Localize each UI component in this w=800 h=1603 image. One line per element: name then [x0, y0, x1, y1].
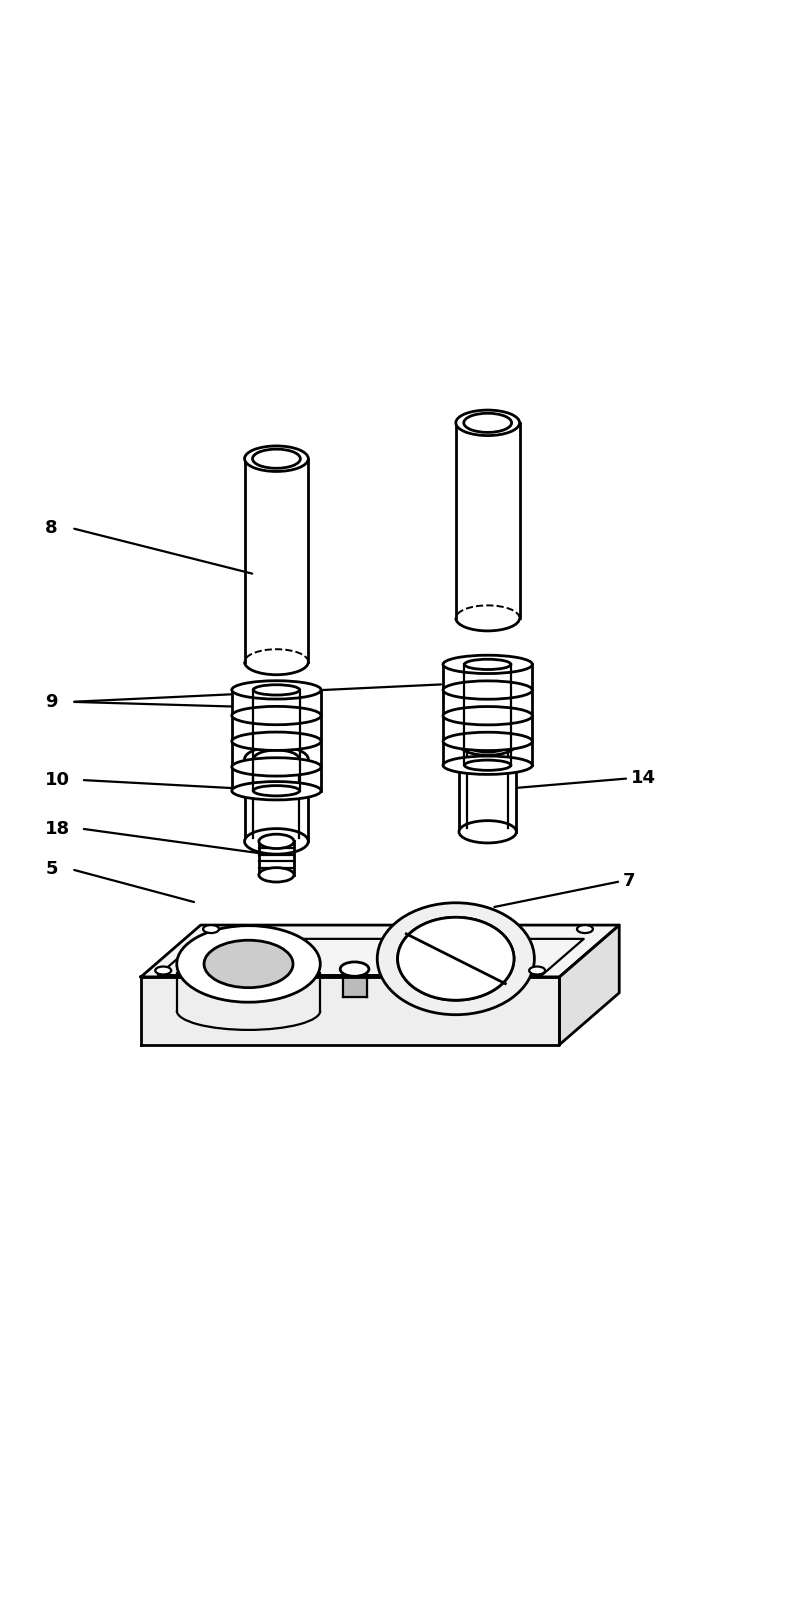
Text: 9: 9	[46, 692, 58, 710]
Ellipse shape	[529, 967, 545, 975]
Ellipse shape	[259, 834, 294, 848]
Ellipse shape	[155, 967, 171, 975]
Text: 5: 5	[46, 861, 58, 878]
Ellipse shape	[467, 736, 508, 752]
Text: 7: 7	[623, 872, 636, 890]
Ellipse shape	[232, 782, 321, 800]
Polygon shape	[443, 689, 532, 713]
Ellipse shape	[340, 962, 369, 976]
Polygon shape	[259, 842, 294, 875]
Ellipse shape	[232, 758, 321, 776]
Polygon shape	[232, 715, 321, 739]
Ellipse shape	[203, 925, 219, 933]
Ellipse shape	[398, 917, 514, 1000]
Text: 10: 10	[46, 771, 70, 789]
Ellipse shape	[459, 821, 516, 843]
Ellipse shape	[398, 917, 514, 1000]
Ellipse shape	[443, 656, 532, 673]
Text: 14: 14	[631, 769, 656, 787]
Ellipse shape	[254, 750, 299, 768]
Polygon shape	[559, 925, 619, 1045]
Ellipse shape	[443, 681, 532, 699]
Polygon shape	[342, 976, 366, 997]
Ellipse shape	[232, 733, 321, 750]
Ellipse shape	[378, 902, 534, 1015]
Ellipse shape	[245, 446, 308, 471]
Polygon shape	[141, 976, 559, 1045]
Polygon shape	[232, 741, 321, 765]
Polygon shape	[141, 925, 619, 976]
Ellipse shape	[204, 941, 293, 987]
Polygon shape	[459, 744, 516, 832]
Polygon shape	[443, 742, 532, 765]
Ellipse shape	[253, 449, 300, 468]
Polygon shape	[456, 423, 519, 619]
Ellipse shape	[254, 785, 300, 795]
Ellipse shape	[443, 733, 532, 750]
Ellipse shape	[465, 760, 511, 771]
Ellipse shape	[177, 925, 320, 1002]
Ellipse shape	[259, 867, 294, 882]
Ellipse shape	[459, 733, 516, 755]
Polygon shape	[443, 664, 532, 688]
Ellipse shape	[245, 829, 308, 854]
Text: 8: 8	[46, 519, 58, 537]
Polygon shape	[232, 766, 321, 790]
Ellipse shape	[465, 659, 511, 670]
Ellipse shape	[232, 681, 321, 699]
Ellipse shape	[456, 410, 519, 436]
Text: 18: 18	[46, 819, 70, 838]
Ellipse shape	[464, 414, 512, 433]
Ellipse shape	[254, 684, 300, 696]
Polygon shape	[245, 458, 308, 662]
Ellipse shape	[232, 707, 321, 725]
Polygon shape	[443, 715, 532, 739]
Polygon shape	[232, 689, 321, 713]
Ellipse shape	[245, 747, 308, 773]
Ellipse shape	[443, 707, 532, 725]
Ellipse shape	[443, 757, 532, 774]
Polygon shape	[245, 760, 308, 842]
Ellipse shape	[577, 925, 593, 933]
